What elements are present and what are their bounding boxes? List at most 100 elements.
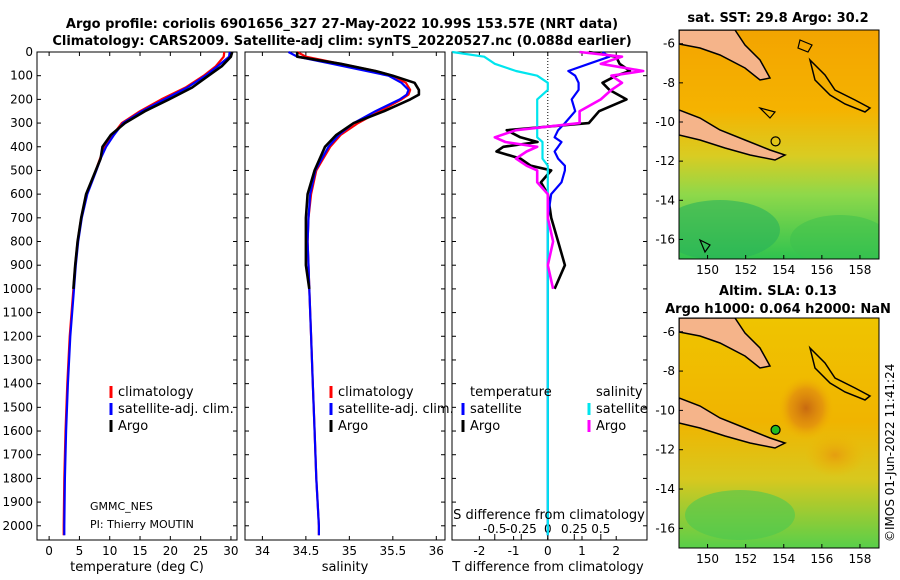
temperature-xlabel: temperature (deg C) [70,560,204,575]
map-y-tick-label: -6 [663,325,675,339]
land-peninsula [679,397,787,449]
depth-tick-label: 2000 [2,519,33,533]
temperature-x-ticks: 0 5 10 15 20 25 30 [45,52,239,558]
depth-tick-label: 0 [25,45,33,59]
float-position-marker [770,424,781,435]
float-position-marker [770,136,781,147]
land-islands [808,345,872,401]
difference-series [452,50,645,536]
legend-climatology: climatology [338,385,414,400]
x-tick-label: 35.5 [379,544,406,558]
legend-argo: Argo [118,419,148,434]
title-line-1: Argo profile: coriolis 6901656_327 27-Ma… [66,17,618,32]
sla-map-title-2: Argo h1000: 0.064 h2000: NaN [665,302,891,317]
salinity-series [287,51,421,536]
imos-watermark: ©IMOS 01-Jun-2022 11:41:24 [883,364,897,542]
series-salinity-satellite [452,50,549,536]
x-tick-label: 34 [255,544,270,558]
map-y-tick-label: -14 [655,193,675,207]
series-salinity-argo [493,50,645,290]
map-x-tick-label: 158 [848,263,871,277]
title-line-2: Climatology: CARS2009. Satellite-adj cli… [52,34,631,49]
depth-tick-label: 800 [10,235,33,249]
x-tick-label: 25 [193,544,208,558]
depth-tick-label: 600 [10,187,33,201]
sst-map-title: sat. SST: 29.8 Argo: 30.2 [687,11,868,26]
depth-tick-label: 1300 [2,353,33,367]
sst-map [679,30,879,259]
legend-argo: Argo [338,419,368,434]
x-tick-label: 5 [76,544,84,558]
land-peninsula [679,109,787,161]
sla-map [679,318,879,548]
s-tick-label: -0.5 [483,522,506,536]
legend-satellite: satellite-adj. clim. [338,402,454,417]
legend-t-satellite: satellite [470,402,522,417]
depth-tick-label: 700 [10,211,33,225]
map-y-tick-label: -14 [655,482,675,496]
map-x-tick-label: 152 [734,552,757,566]
sla-low-patch [685,490,795,540]
depth-tick-label: 500 [10,163,33,177]
depth-tick-label: 200 [10,92,33,106]
x-tick-label: 36 [429,544,444,558]
map-y-tick-label: -8 [663,76,675,90]
map-x-tick-label: 150 [696,263,719,277]
x-tick-label: -2 [473,544,485,558]
s-tick-label: -0.25 [506,522,537,536]
depth-tick-label: 1900 [2,495,33,509]
map-x-tick-label: 156 [810,552,833,566]
land-islands [808,57,872,113]
x-tick-label: 0 [544,544,552,558]
land-new-guinea [679,318,772,369]
sst-cool-patch [790,215,879,259]
salinity-panel [244,51,446,541]
depth-tick-label: 400 [10,140,33,154]
legend-temperature-header: temperature [470,385,552,400]
depth-ticks [37,51,647,527]
series-argo [295,52,421,290]
x-tick-label: 34.5 [293,544,320,558]
legend-s-argo: Argo [596,419,626,434]
map-x-tick-label: 152 [734,263,757,277]
depth-tick-label: 1700 [2,448,33,462]
map-y-tick-label: -10 [655,403,675,417]
map-x-tick-label: 156 [810,263,833,277]
x-tick-label: 15 [132,544,147,558]
map-x-tick-label: 150 [696,552,719,566]
depth-tick-label: 300 [10,116,33,130]
difference-legend-salinity: salinity satellite Argo [587,385,648,434]
difference-legend-temperature: temperature satellite Argo [461,385,552,434]
map-y-tick-label: -8 [663,364,675,378]
legend-t-argo: Argo [470,419,500,434]
difference-panel [451,51,648,541]
salinity-diff-label: S difference from climatology [453,508,645,523]
sla-map-x-ticks: 150 152 154 156 158 [696,544,871,566]
temperature-panel [36,51,238,541]
temperature-legend: climatology satellite-adj. clim. Argo [109,385,234,434]
legend-s-satellite: satellite [596,402,648,417]
depth-axis: 0 100 200 300 400 500 600 700 800 900 1000 1100 1200… [2,45,33,533]
depth-tick-label: 1200 [2,329,33,343]
temperature-series [62,51,234,536]
map-y-tick-label: -10 [655,115,675,129]
depth-tick-label: 1500 [2,400,33,414]
salinity-x-ticks: 34 34.5 35 35.5 36 [255,52,444,558]
legend-salinity-header: salinity [596,385,643,400]
depth-tick-label: 1100 [2,306,33,320]
x-tick-label: 35 [342,544,357,558]
map-y-tick-label: -6 [663,37,675,51]
sla-map-y-ticks: -6 -8 -10 -12 -14 -16 [655,325,683,535]
difference-xlabel: T difference from climatology [451,560,644,575]
depth-tick-label: 1400 [2,377,33,391]
legend-climatology: climatology [118,385,194,400]
map-x-tick-label: 154 [772,552,795,566]
sla-high-anomaly [778,376,834,440]
salinity-xlabel: salinity [322,560,369,575]
sst-map-x-ticks: 150 152 154 156 158 [696,255,871,277]
x-tick-label: 2 [612,544,620,558]
depth-tick-label: 100 [10,69,33,83]
map-y-tick-label: -16 [655,232,675,246]
annotation-pi: PI: Thierry MOUTIN [90,518,194,531]
